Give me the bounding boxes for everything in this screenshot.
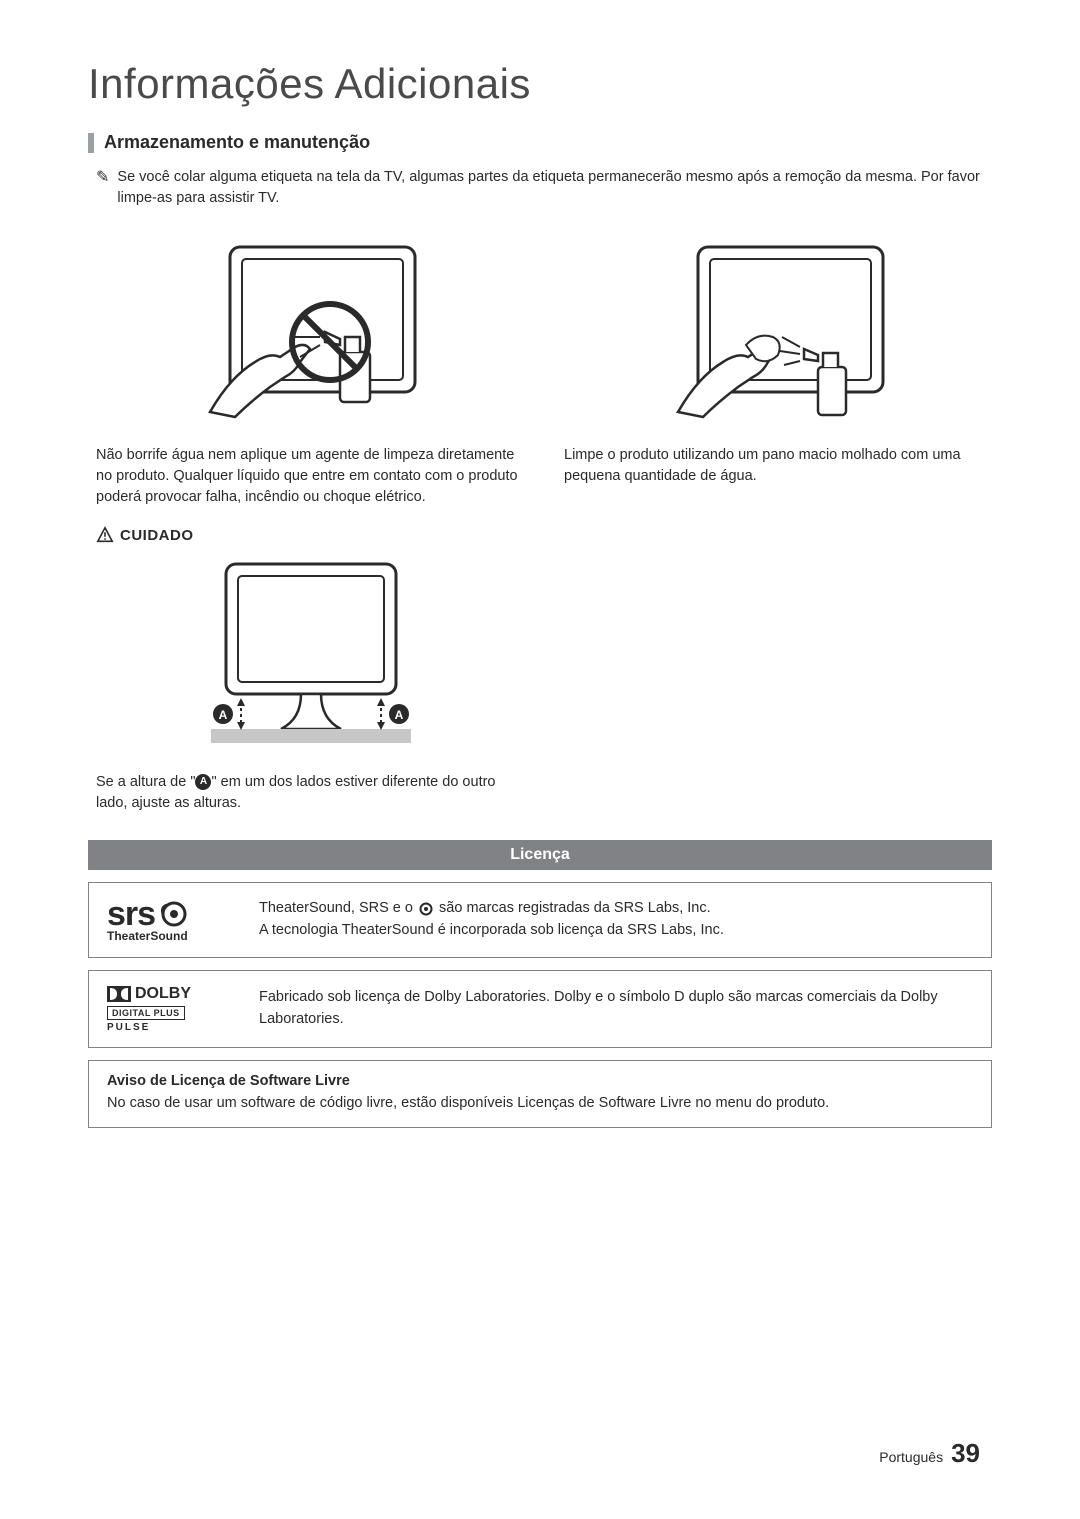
caption-pre: Se a altura de " bbox=[96, 774, 195, 790]
srs-license-text: TheaterSound, SRS e o são marcas registr… bbox=[259, 898, 724, 942]
srs-license-box: srs TheaterSound TheaterSound, SRS e o s… bbox=[88, 882, 992, 958]
srs-text-pre: TheaterSound, SRS e o bbox=[259, 900, 417, 916]
cleaning-dont-column: Não borrife água nem aplique um agente d… bbox=[96, 227, 524, 508]
cleaning-instructions: Não borrife água nem aplique um agente d… bbox=[96, 227, 992, 508]
stand-height-caption: Se a altura de "A" em um dos lados estiv… bbox=[96, 772, 526, 814]
dolby-logo-sub2: PULSE bbox=[107, 1022, 150, 1033]
svg-text:A: A bbox=[395, 708, 404, 722]
footer-page-number: 39 bbox=[951, 1438, 980, 1469]
note-text: Se você colar alguma etiqueta na tela da… bbox=[117, 167, 992, 209]
stand-height-illustration: A A bbox=[96, 554, 526, 754]
cleaning-dont-illustration bbox=[96, 237, 524, 427]
section-header-storage: Armazenamento e manutenção bbox=[88, 132, 992, 153]
page-footer: Português 39 bbox=[879, 1438, 980, 1469]
srs-inline-swirl-icon bbox=[417, 902, 435, 916]
oss-license-box: Aviso de Licença de Software Livre No ca… bbox=[88, 1060, 992, 1128]
srs-line2: A tecnologia TheaterSound é incorporada … bbox=[259, 920, 724, 942]
oss-text: No caso de usar um software de código li… bbox=[107, 1093, 973, 1115]
cleaning-do-column: Limpe o produto utilizando um pano macio… bbox=[564, 227, 992, 508]
page-title: Informações Adicionais bbox=[88, 60, 992, 108]
caution-label: CUIDADO bbox=[120, 527, 194, 544]
cleaning-do-illustration bbox=[564, 237, 992, 427]
dolby-double-d-icon bbox=[107, 986, 131, 1002]
note-hand-icon: ✎ bbox=[96, 168, 109, 187]
header-tick-icon bbox=[88, 133, 94, 153]
sticker-note: ✎ Se você colar alguma etiqueta na tela … bbox=[96, 167, 992, 209]
section-header-text: Armazenamento e manutenção bbox=[104, 132, 370, 153]
dolby-logo: DOLBY DIGITAL PLUS PULSE bbox=[107, 985, 237, 1033]
svg-text:A: A bbox=[219, 708, 228, 722]
footer-language: Português bbox=[879, 1449, 943, 1465]
dolby-logo-main: DOLBY bbox=[107, 985, 191, 1003]
cleaning-dont-caption: Não borrife água nem aplique um agente d… bbox=[96, 445, 524, 508]
srs-logo-main: srs bbox=[107, 897, 189, 931]
dolby-logo-sub: DIGITAL PLUS bbox=[107, 1006, 185, 1020]
dolby-license-box: DOLBY DIGITAL PLUS PULSE Fabricado sob l… bbox=[88, 970, 992, 1048]
manual-page: Informações Adicionais Armazenamento e m… bbox=[0, 0, 1080, 1180]
caution-header: CUIDADO bbox=[96, 526, 992, 544]
cleaning-do-caption: Limpe o produto utilizando um pano macio… bbox=[564, 445, 992, 487]
inline-a-badge-icon: A bbox=[195, 774, 211, 790]
srs-logo-text: srs bbox=[107, 897, 155, 931]
srs-logo-sub: TheaterSound bbox=[107, 929, 188, 943]
license-section-band: Licença bbox=[88, 840, 992, 870]
oss-title: Aviso de Licença de Software Livre bbox=[107, 1073, 973, 1089]
caution-block: A A Se a altura de "A" em um dos lados e… bbox=[96, 554, 526, 814]
warning-triangle-icon bbox=[96, 526, 114, 544]
srs-logo: srs TheaterSound bbox=[107, 897, 237, 943]
srs-line1: TheaterSound, SRS e o são marcas registr… bbox=[259, 898, 724, 920]
srs-swirl-icon bbox=[159, 901, 189, 927]
srs-text-post: são marcas registradas da SRS Labs, Inc. bbox=[439, 900, 711, 916]
dolby-logo-text: DOLBY bbox=[135, 985, 191, 1003]
dolby-license-text: Fabricado sob licença de Dolby Laborator… bbox=[259, 987, 973, 1031]
